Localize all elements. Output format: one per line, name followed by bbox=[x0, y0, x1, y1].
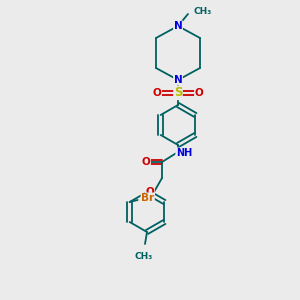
Text: NH: NH bbox=[176, 148, 192, 158]
Text: O: O bbox=[195, 88, 203, 98]
Text: O: O bbox=[142, 157, 150, 167]
Text: N: N bbox=[174, 21, 182, 31]
Text: CH₃: CH₃ bbox=[135, 252, 153, 261]
Text: O: O bbox=[146, 187, 154, 197]
Text: Br: Br bbox=[141, 193, 154, 203]
Text: N: N bbox=[174, 75, 182, 85]
Text: S: S bbox=[174, 86, 182, 100]
Text: CH₃: CH₃ bbox=[193, 7, 211, 16]
Text: O: O bbox=[153, 88, 161, 98]
